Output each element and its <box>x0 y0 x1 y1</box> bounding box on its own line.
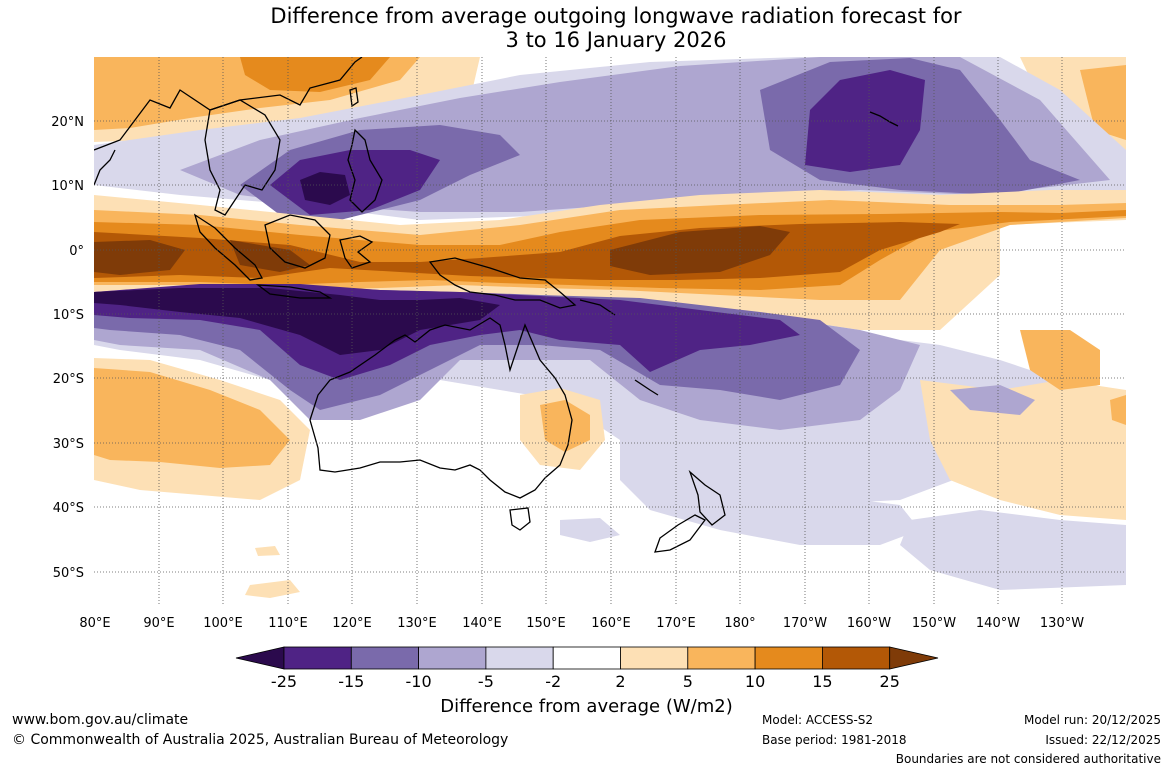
footer-issued: Issued: 22/12/2025 <box>1045 733 1161 747</box>
colorbar-bin <box>822 646 891 670</box>
colorbar-tick-label: -5 <box>478 672 494 691</box>
lon-label: 120°E <box>332 616 372 631</box>
field-tasman-negative-light <box>620 430 920 545</box>
hawaii-coastline <box>869 111 899 127</box>
chart-title: Difference from average outgoing longwav… <box>0 4 1173 52</box>
new-caledonia-coastline <box>634 379 659 396</box>
philippines-coastline <box>347 128 383 213</box>
lon-label: 150°E <box>526 616 566 631</box>
field-south-pacific-positive-light <box>920 380 1126 520</box>
lon-label: 130°W <box>1040 616 1084 631</box>
colorbar-title: Difference from average (W/m2) <box>440 696 733 717</box>
title-line-2: 3 to 16 January 2026 <box>505 28 727 52</box>
footer-disclaimer: Boundaries are not considered authoritat… <box>895 752 1161 766</box>
solomon-islands-coastline <box>579 299 616 316</box>
colorbar-bin <box>552 646 621 670</box>
colorbar-tick-label: -2 <box>545 672 561 691</box>
colorbar-tick-label: 10 <box>745 672 765 691</box>
field-far-south-negative-light <box>900 510 1126 590</box>
field-sw-patch-positive-2 <box>255 546 280 556</box>
sumatra-coastline <box>193 213 264 281</box>
lon-label: 150°W <box>912 616 956 631</box>
colorbar-tick-label: -10 <box>406 672 432 691</box>
lon-label: 160°W <box>847 616 891 631</box>
lon-label: 80°E <box>79 616 110 631</box>
field-south-pacific-negative-medium <box>950 385 1035 415</box>
asia-mainland-coastline <box>94 57 363 151</box>
coastlines <box>94 57 899 553</box>
lat-label: 30°S <box>53 437 84 452</box>
footer-url[interactable]: www.bom.gov.au/climate <box>12 712 189 728</box>
footer-base-period: Base period: 1981-2018 <box>762 733 907 747</box>
footer-model: Model: ACCESS-S2 <box>762 713 874 727</box>
tasmania-coastline <box>509 507 531 531</box>
footer-model-run: Model run: 20/12/2025 <box>1023 713 1161 727</box>
colorbar-arrow-low <box>235 646 285 670</box>
field-central-australia-positive-medium <box>540 400 590 452</box>
colorbar-tick-label: -25 <box>271 672 297 691</box>
india-coastline <box>94 149 116 186</box>
lat-label: 40°S <box>53 501 84 516</box>
lon-label: 180° <box>724 616 755 631</box>
field-philippines-negative-extreme <box>300 172 350 205</box>
field-south-patch-negative-light <box>560 518 620 542</box>
lat-label: 0° <box>69 244 84 259</box>
colorbar-tick-label: 15 <box>812 672 832 691</box>
colorbar-bin <box>350 646 419 670</box>
new-zealand-north-coastline <box>688 469 726 526</box>
lat-label: 20°N <box>51 115 84 130</box>
latitude-labels: 20°N 10°N 0° 10°S 20°S 30°S 40°S 50°S <box>51 115 84 581</box>
java-coastline <box>255 284 333 299</box>
longitude-labels: 80°E 90°E 100°E 110°E 120°E 130°E 140°E … <box>79 616 1084 631</box>
lon-label: 130°E <box>397 616 437 631</box>
lon-label: 110°E <box>268 616 308 631</box>
lat-label: 20°S <box>53 372 84 387</box>
graticule <box>94 57 1126 605</box>
lon-label: 140°E <box>462 616 502 631</box>
field-west-pacific-positive-extreme <box>610 226 790 275</box>
colorbar-bin <box>620 646 689 670</box>
colorbar-bin <box>754 646 823 670</box>
lon-label: 160°E <box>591 616 631 631</box>
footer-copyright: © Commonwealth of Australia 2025, Austra… <box>12 732 509 748</box>
lat-label: 50°S <box>53 566 84 581</box>
field-sw-patch-positive <box>245 580 300 598</box>
australia-coastline <box>309 317 573 499</box>
colorbar-tick-label: 5 <box>683 672 693 691</box>
colorbar-arrow-high <box>889 646 939 670</box>
colorbar <box>235 646 939 670</box>
sulawesi-coastline <box>339 235 374 269</box>
lat-label: 10°N <box>51 179 84 194</box>
colorbar-bin <box>687 646 756 670</box>
colorbar-bin <box>418 646 487 670</box>
new-guinea-coastline <box>428 257 577 309</box>
field-indian-ocean-positive-extreme <box>94 240 185 275</box>
lon-label: 140°W <box>976 616 1020 631</box>
borneo-coastline <box>264 214 331 269</box>
colorbar-bin <box>283 646 352 670</box>
lon-label: 170°E <box>656 616 696 631</box>
new-zealand-south-coastline <box>654 514 706 553</box>
lon-label: 100°E <box>203 616 243 631</box>
colorbar-tick-label: -15 <box>338 672 364 691</box>
indochina-coastline <box>204 99 281 216</box>
field-south-pacific-positive-medium <box>1020 330 1100 390</box>
colorbar-tick-label: 2 <box>615 672 625 691</box>
colorbar-tick-label: 25 <box>880 672 900 691</box>
field-south-pacific-positive-medium-2 <box>1110 395 1126 425</box>
colorbar-bin <box>485 646 554 670</box>
lat-label: 10°S <box>53 308 84 323</box>
lon-label: 90°E <box>143 616 174 631</box>
title-line-1: Difference from average outgoing longwav… <box>270 4 962 28</box>
colorbar-labels: -25 -15 -10 -5 -2 2 5 10 15 25 <box>271 672 900 691</box>
taiwan-coastline <box>349 87 359 108</box>
lon-label: 170°W <box>783 616 827 631</box>
